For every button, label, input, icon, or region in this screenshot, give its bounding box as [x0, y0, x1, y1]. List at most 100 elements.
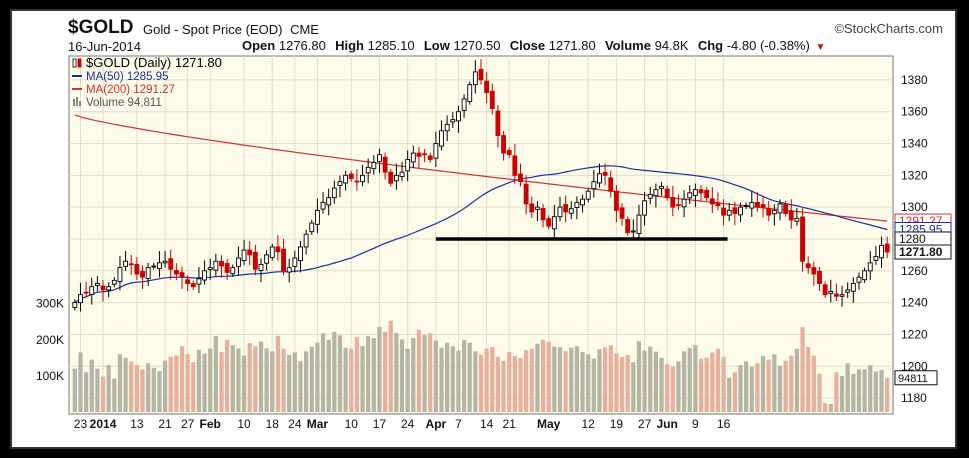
- volume-bar: [828, 404, 833, 412]
- candle: [190, 280, 196, 290]
- candle: [670, 185, 676, 217]
- candle-body: [546, 218, 552, 227]
- volume-bar: [134, 365, 139, 412]
- volume-bar: [354, 336, 360, 412]
- candle: [281, 238, 286, 276]
- candle-body: [670, 197, 676, 208]
- candle: [439, 120, 444, 151]
- candle-body: [692, 189, 698, 196]
- price-tick-label: 1360: [901, 105, 928, 119]
- candle: [704, 187, 710, 201]
- candle-body: [518, 173, 523, 183]
- volume-bar: [185, 354, 190, 412]
- brand-link[interactable]: ©StockCharts.com: [834, 21, 943, 36]
- candle: [427, 152, 433, 163]
- candle: [692, 183, 698, 208]
- candle-body: [439, 130, 444, 147]
- candle-body: [427, 155, 433, 160]
- x-tick-label: 17: [373, 417, 387, 431]
- volume-bar: [540, 339, 546, 412]
- volume-bar: [332, 331, 337, 412]
- price-tick-label: 1220: [901, 327, 928, 341]
- volume-bar: [591, 358, 596, 412]
- candle-body: [771, 209, 777, 215]
- candle-body: [664, 188, 670, 199]
- legend-label: $GOLD (Daily) 1271.80: [86, 55, 222, 70]
- candle: [275, 235, 281, 261]
- candle: [461, 94, 467, 118]
- ohlc-summary: Open 1276.80 High 1285.10 Low 1270.50 Cl…: [242, 38, 827, 53]
- candle-body: [326, 197, 332, 206]
- candle-body: [286, 267, 292, 273]
- candle: [800, 208, 805, 272]
- volume-legend-icon: [73, 99, 75, 106]
- candle-body: [850, 283, 856, 292]
- volume-bar: [140, 369, 145, 412]
- volume-bar: [794, 348, 800, 412]
- volume-bar: [179, 346, 185, 412]
- candle: [207, 258, 213, 280]
- candle-body: [399, 171, 405, 178]
- candle: [726, 202, 732, 222]
- volume-bar: [382, 331, 388, 412]
- candle-body: [343, 174, 349, 184]
- candle: [450, 112, 456, 128]
- volume-bar: [563, 351, 568, 412]
- candle: [314, 198, 320, 234]
- volume-label: Volume: [604, 38, 651, 53]
- candle: [128, 254, 134, 275]
- candle: [484, 72, 490, 103]
- candle-body: [676, 204, 681, 207]
- candle: [326, 188, 332, 216]
- candle: [817, 266, 822, 292]
- volume-bar: [557, 347, 563, 412]
- candle: [83, 281, 89, 298]
- candle-body: [371, 162, 377, 170]
- volume-bar: [270, 351, 275, 412]
- volume-bar: [631, 362, 636, 412]
- candle: [410, 145, 416, 169]
- candle-body: [647, 193, 653, 199]
- candle-body: [173, 270, 179, 275]
- volume-bar: [304, 351, 309, 412]
- volume-value: 94.8K: [654, 38, 689, 53]
- volume-bar: [873, 371, 879, 412]
- candle: [839, 285, 845, 307]
- candle: [636, 204, 642, 239]
- volume-bar: [760, 356, 766, 412]
- candle: [743, 202, 749, 210]
- candle: [862, 267, 868, 283]
- candle: [580, 194, 585, 213]
- candle-body: [636, 214, 642, 235]
- candle: [224, 258, 230, 280]
- volume-bar: [100, 376, 106, 412]
- candle-body: [873, 256, 879, 261]
- volume-bar: [789, 355, 794, 412]
- candle-body: [275, 246, 281, 253]
- volume-bar: [777, 365, 783, 412]
- candle-body: [309, 222, 315, 233]
- candle: [309, 219, 315, 235]
- x-tick-label: Jun: [656, 417, 677, 431]
- candle-body: [721, 207, 727, 216]
- candle: [788, 199, 794, 229]
- volume-bar: [507, 352, 512, 412]
- volume-bar: [399, 339, 405, 412]
- candle: [145, 263, 151, 286]
- candle-body: [292, 257, 298, 267]
- volume-bar: [619, 357, 625, 412]
- quote-date: 16-Jun-2014: [68, 39, 141, 54]
- candle: [78, 282, 83, 312]
- chg-value: -4.80 (-0.38%): [726, 38, 810, 53]
- candle-body: [252, 251, 258, 270]
- candle-body: [726, 209, 732, 216]
- volume-bar: [602, 347, 608, 412]
- axes: 1180 1200 1220 1240 1260 1280 1300 1320 1340 1360…: [36, 73, 928, 431]
- volume-bar: [495, 356, 501, 412]
- volume-bar: [518, 357, 523, 412]
- candle-body: [354, 180, 360, 183]
- candle: [258, 258, 264, 283]
- volume-bar: [253, 346, 258, 412]
- candle: [213, 253, 219, 277]
- volume-bar: [83, 372, 89, 412]
